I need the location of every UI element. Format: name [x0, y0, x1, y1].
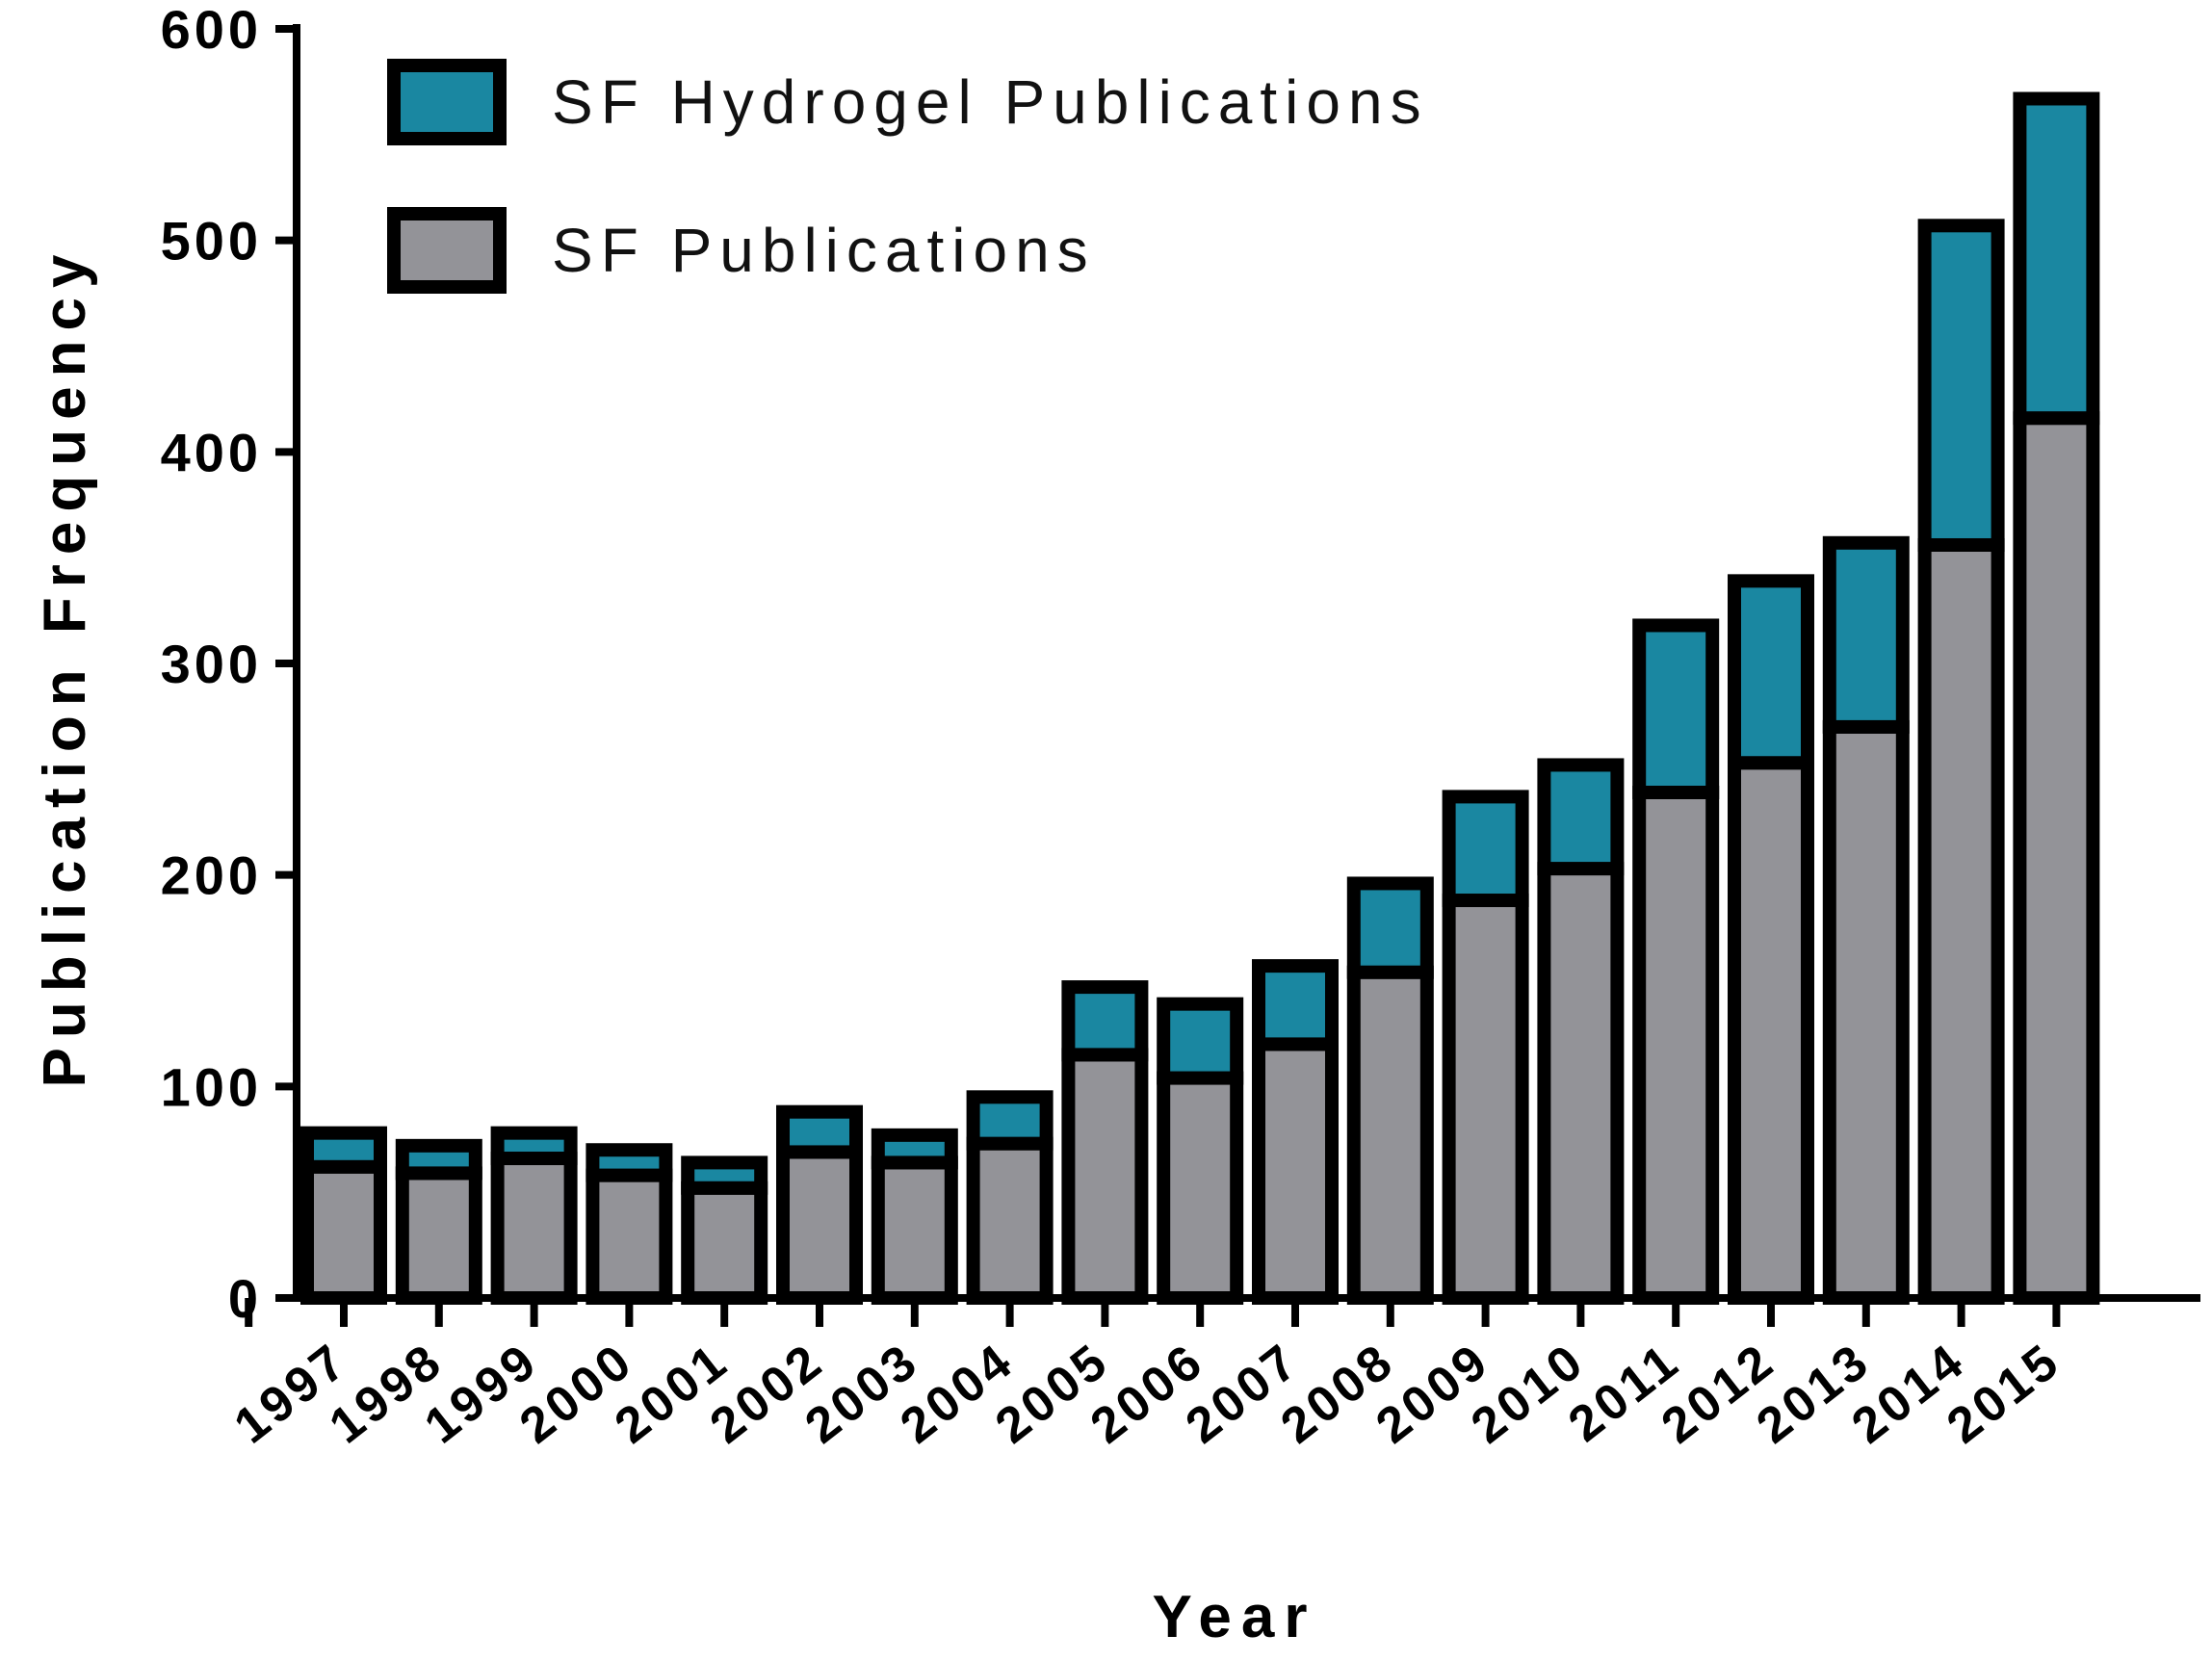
x-tick-label: 2010: [1461, 1333, 1595, 1455]
y-tick-label: 100: [161, 1056, 262, 1117]
bar-sf-publications: [1346, 965, 1434, 1305]
bar-sf-hydrogel-publications: [1822, 535, 1910, 734]
y-tick-label: 400: [161, 422, 262, 482]
legend-label: SF Publications: [552, 216, 1096, 285]
legend-swatch: [387, 59, 507, 145]
bar-sf-publications: [2013, 411, 2100, 1306]
bar-sf-hydrogel-publications: [776, 1104, 863, 1159]
bar-sf-hydrogel-publications: [1728, 574, 1814, 770]
bar-sf-hydrogel-publications: [395, 1138, 482, 1181]
bar-sf-hydrogel-publications: [681, 1155, 768, 1195]
bar-sf-hydrogel-publications: [871, 1128, 958, 1170]
bar-sf-hydrogel-publications: [1346, 876, 1434, 979]
bars-layer: [300, 91, 2100, 1306]
bar-sf-hydrogel-publications: [1252, 959, 1339, 1051]
y-tick-label: 200: [161, 845, 262, 906]
bar-sf-hydrogel-publications: [1442, 790, 1529, 908]
bar-sf-publications: [1537, 862, 1625, 1305]
bar-sf-publications: [395, 1166, 482, 1305]
bar-sf-hydrogel-publications: [2013, 91, 2100, 426]
y-tick-label: 0: [228, 1268, 262, 1329]
legend-swatch: [387, 207, 507, 294]
legend: SF Hydrogel Publications SF Publications: [387, 59, 1429, 294]
bar-sf-publications: [1632, 785, 1720, 1305]
bar-sf-hydrogel-publications: [586, 1143, 673, 1182]
bar-sf-hydrogel-publications: [1061, 980, 1149, 1062]
x-axis-title: Year: [1152, 1584, 1316, 1650]
legend-label: SF Hydrogel Publications: [552, 67, 1429, 137]
y-tick-label: 300: [161, 634, 262, 694]
x-tick-label: 2015: [1937, 1333, 2070, 1455]
bar-sf-publications: [871, 1155, 958, 1305]
bar-sf-publications: [776, 1145, 863, 1306]
y-axis-title: Publication Frequency: [32, 246, 98, 1088]
bar-sf-publications: [300, 1159, 387, 1305]
bar-sf-hydrogel-publications: [1632, 618, 1720, 799]
bar-sf-hydrogel-publications: [300, 1126, 387, 1174]
bar-sf-publications: [1442, 894, 1529, 1305]
bar-sf-publications: [1061, 1048, 1149, 1305]
bar-sf-publications: [1917, 537, 2005, 1305]
bar-sf-publications: [681, 1181, 768, 1305]
bar-sf-publications: [1157, 1071, 1244, 1305]
bar-sf-publications: [1252, 1037, 1339, 1306]
bar-sf-publications: [490, 1152, 578, 1306]
bar-sf-hydrogel-publications: [490, 1126, 578, 1166]
bar-sf-hydrogel-publications: [1157, 997, 1244, 1085]
y-tick-label: 500: [161, 211, 262, 272]
y-tick-label: 600: [161, 0, 262, 60]
bar-sf-publications: [1822, 719, 1910, 1305]
bar-sf-publications: [1728, 756, 1814, 1305]
bar-sf-hydrogel-publications: [966, 1090, 1054, 1151]
bar-sf-publications: [586, 1168, 673, 1306]
bar-sf-hydrogel-publications: [1537, 758, 1625, 876]
bar-sf-hydrogel-publications: [1917, 219, 2005, 552]
bar-sf-publications: [966, 1136, 1054, 1305]
